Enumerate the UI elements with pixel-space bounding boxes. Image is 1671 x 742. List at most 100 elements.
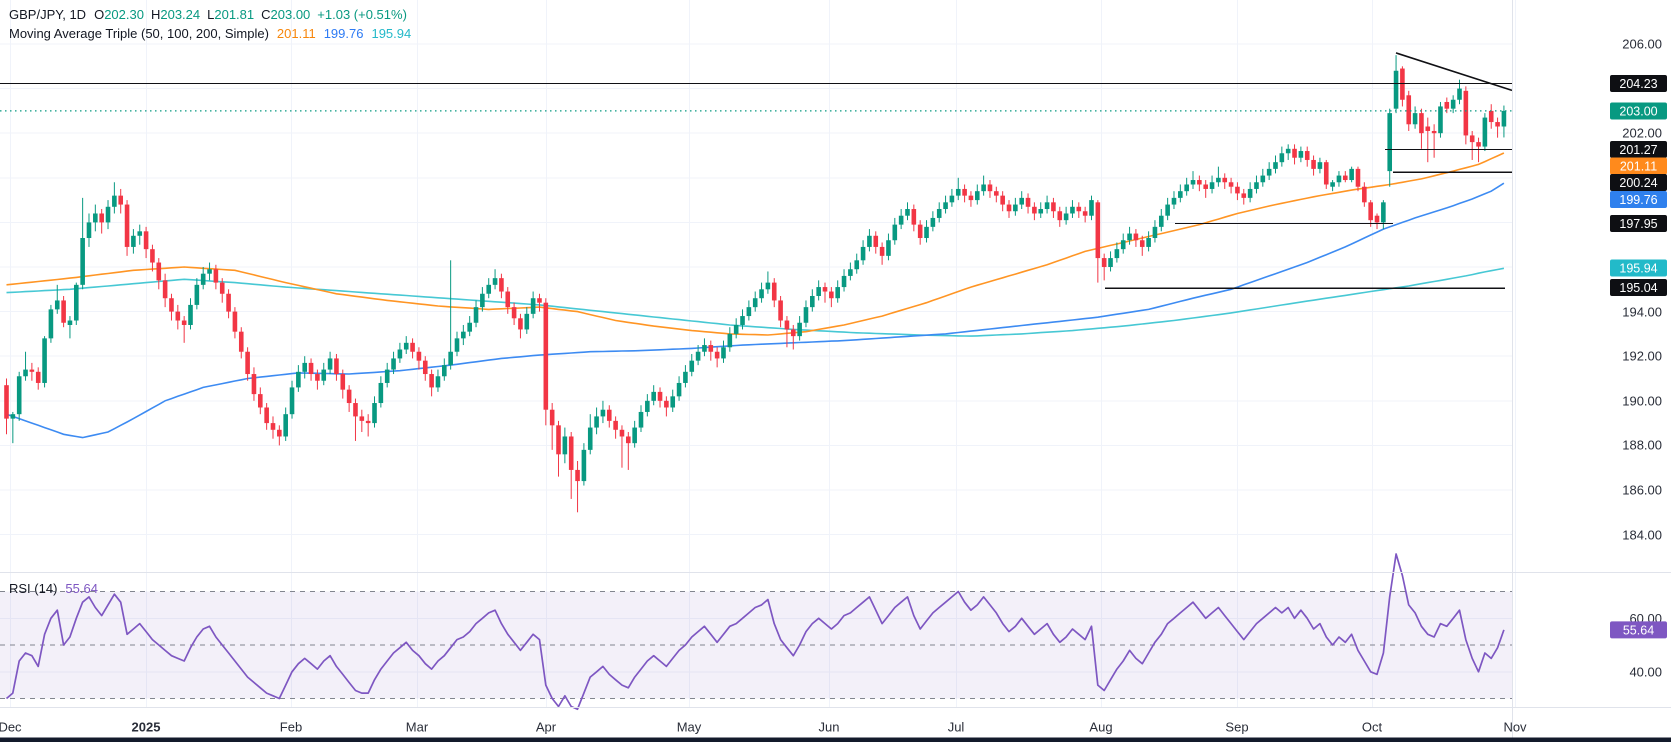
- rsi-indicator-row[interactable]: RSI (14) 55.64: [9, 581, 98, 596]
- candle-body: [1051, 202, 1056, 212]
- candle-body: [124, 204, 130, 247]
- candle-body: [924, 226, 929, 239]
- candle-body: [803, 307, 809, 323]
- candle-body: [1082, 211, 1088, 216]
- price-axis[interactable]: 206.00 202.00 194.00 192.00 190.00 188.00 186.…: [1610, 37, 1667, 543]
- price-badge-label: 197.95: [1619, 217, 1657, 231]
- descending-trendline: [1395, 52, 1513, 92]
- candle-body: [1469, 135, 1475, 143]
- candle-body: [308, 362, 314, 375]
- candle-body: [765, 282, 771, 290]
- candle-body: [1228, 182, 1234, 187]
- rsi-value: 55.64: [65, 581, 98, 596]
- candle-body: [994, 191, 999, 196]
- candle-body: [683, 371, 688, 383]
- candle-body: [1025, 197, 1031, 207]
- candle-body: [905, 209, 910, 216]
- time-axis-label: Feb: [280, 720, 302, 735]
- candle-body: [943, 202, 948, 210]
- candle-body: [150, 249, 155, 263]
- candle-body: [499, 278, 504, 292]
- candle-body: [93, 213, 98, 223]
- price-axis-badge: [1610, 75, 1667, 92]
- candle-body: [175, 311, 181, 321]
- price-axis-label: 192.00: [1622, 349, 1662, 364]
- candle-body: [486, 284, 492, 294]
- close-value: C 203.00: [261, 7, 311, 22]
- candle-body: [949, 195, 955, 203]
- candle-body: [86, 222, 92, 239]
- candle-body: [1425, 126, 1431, 131]
- candle-body: [771, 282, 777, 301]
- candle-body: [714, 351, 720, 359]
- candle-body: [270, 423, 276, 430]
- candle-body: [1013, 204, 1018, 212]
- candle-body: [1171, 197, 1177, 205]
- candle-body: [283, 414, 288, 437]
- candle-body: [1273, 162, 1278, 169]
- candle-body: [600, 409, 606, 417]
- candle-body: [1006, 204, 1012, 212]
- candle-body: [759, 289, 764, 299]
- symbol-legend-row[interactable]: GBP/JPY, 1D O 202.30 H 203.24 L 201.81 C 203…: [9, 5, 411, 24]
- candle-body: [359, 416, 365, 421]
- candle-body: [670, 396, 676, 408]
- candle-body: [1330, 182, 1335, 187]
- candle-body: [162, 280, 168, 299]
- time-axis-label: Aug: [1089, 720, 1112, 735]
- candle-body: [296, 371, 301, 388]
- candle-body: [689, 360, 695, 372]
- candle-body: [740, 316, 745, 325]
- candle-body: [987, 184, 993, 192]
- candle-body: [752, 298, 758, 308]
- candle-body: [695, 351, 701, 361]
- candle-body: [378, 382, 384, 404]
- candle-body: [1235, 186, 1240, 194]
- candle-body: [1463, 90, 1469, 136]
- candle-body: [917, 224, 923, 239]
- ma-indicator-row[interactable]: Moving Average Triple (50, 100, 200, Sim…: [9, 24, 411, 43]
- candle-body: [1279, 153, 1285, 163]
- candle-body: [505, 291, 511, 308]
- candle-body: [169, 298, 174, 312]
- candle-body: [442, 365, 447, 377]
- candle-body: [892, 224, 898, 241]
- candle-body: [1406, 95, 1412, 125]
- candle-body: [936, 209, 942, 218]
- price-axis-label: 190.00: [1622, 394, 1662, 409]
- candle-body: [1254, 182, 1259, 189]
- candle-body: [594, 416, 599, 428]
- candle-body: [1165, 204, 1170, 216]
- candle-body: [1076, 206, 1082, 212]
- candle-body: [10, 414, 16, 419]
- candle-body: [632, 427, 637, 444]
- candle-body: [16, 376, 22, 415]
- candle-body: [1362, 186, 1367, 203]
- candle-body: [1197, 180, 1202, 185]
- candle-body: [131, 235, 136, 247]
- candle-body: [23, 369, 28, 377]
- rsi-axis-label: 40.00: [1629, 664, 1662, 679]
- ma200-value: 195.94: [371, 26, 412, 41]
- price-axis-label: 184.00: [1622, 528, 1662, 543]
- candle-body: [581, 449, 587, 482]
- candle-body: [1412, 113, 1418, 125]
- candle-body: [372, 403, 377, 424]
- high-value: H 203.24: [150, 7, 201, 22]
- candle-body: [511, 307, 517, 319]
- candle-body: [1070, 206, 1075, 214]
- price-badge-label: 199.76: [1619, 193, 1657, 207]
- ma50-value: 201.11: [276, 26, 316, 41]
- candle-body: [67, 320, 73, 325]
- candle-body: [911, 209, 917, 225]
- candle-body: [974, 191, 980, 201]
- candle-body: [1298, 151, 1304, 158]
- candle-body: [258, 394, 263, 408]
- time-axis[interactable]: Dec 2025 Feb Mar Apr May Jun Jul Aug Sep Oct Nov: [0, 720, 1527, 735]
- candle-body: [1381, 202, 1386, 223]
- candle-body: [1184, 184, 1189, 192]
- price-badge-label: 200.24: [1619, 176, 1657, 190]
